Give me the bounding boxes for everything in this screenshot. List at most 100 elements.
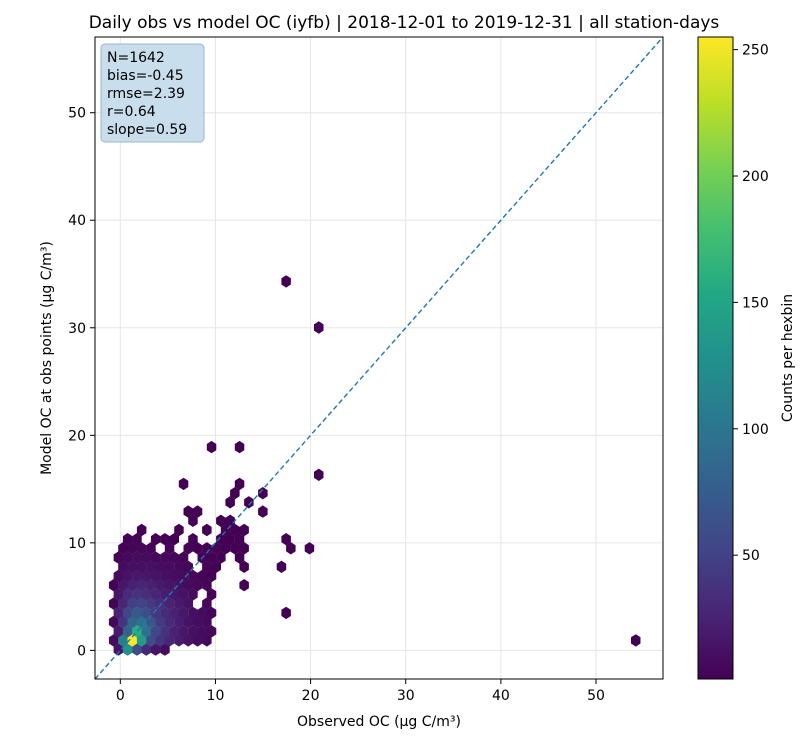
hexbin-cell bbox=[132, 551, 142, 564]
hexbin-cell bbox=[230, 487, 240, 500]
hexbin-cell bbox=[202, 579, 212, 592]
hexbin-cell bbox=[122, 551, 133, 564]
hexbin-cell bbox=[188, 606, 198, 620]
hexbin-cell bbox=[136, 597, 147, 610]
hexbin-cell bbox=[136, 615, 147, 629]
hexbin-cell bbox=[113, 569, 124, 583]
hexbin-cell bbox=[202, 560, 212, 573]
hexbin-cell bbox=[164, 634, 175, 647]
hexbin-cell bbox=[164, 542, 175, 555]
hexbin-cell bbox=[141, 569, 151, 583]
chart-title: Daily obs vs model OC (iyfb) | 2018-12-0… bbox=[89, 13, 720, 33]
hexbin-cell bbox=[183, 615, 193, 629]
y-tick-label: 30 bbox=[68, 321, 86, 337]
hexbin-cell bbox=[155, 615, 165, 629]
hexbin-cell bbox=[202, 542, 212, 555]
y-axis-label: Model OC at obs points (µg C/m³) bbox=[39, 241, 55, 475]
hexbin-cell bbox=[211, 560, 221, 573]
colorbar-tick-label: 200 bbox=[742, 169, 769, 185]
hexbin-cell bbox=[164, 579, 175, 592]
hexbin-cell bbox=[132, 533, 142, 546]
hexbin-cell bbox=[146, 597, 156, 610]
hexbin-cell bbox=[164, 597, 175, 610]
hexbin-cell bbox=[206, 588, 217, 601]
hexbin-cell bbox=[169, 606, 179, 620]
hexbin-cell bbox=[192, 615, 203, 629]
hexbin-cell bbox=[127, 634, 137, 647]
hexbin-cell bbox=[146, 560, 156, 573]
hexbin-cell bbox=[206, 440, 217, 454]
hexbin-cell bbox=[178, 588, 189, 601]
hexbin-cell bbox=[136, 560, 147, 573]
hexbin-cell bbox=[169, 625, 179, 638]
colorbar-ticks: 50 100 150 200 250 bbox=[733, 43, 769, 564]
x-tick-label: 10 bbox=[207, 688, 225, 704]
hexbin-cell bbox=[197, 625, 207, 638]
hexbin-cell bbox=[230, 523, 240, 537]
hexbin-cell bbox=[192, 542, 203, 555]
hexbin-cell bbox=[244, 496, 254, 509]
hexbin-cell bbox=[136, 523, 147, 537]
hexbin-cells bbox=[108, 275, 641, 656]
stats-box: N=1642 bias=-0.45 rmse=2.39 r=0.64 slope… bbox=[100, 43, 205, 143]
hexbin-cell bbox=[122, 625, 133, 638]
hexbin-cell bbox=[141, 551, 151, 564]
hexbin-cell bbox=[192, 579, 203, 592]
hexbin-cell bbox=[178, 551, 189, 564]
hexbin-cell bbox=[178, 569, 189, 583]
axis-ticks: 0 10 20 30 40 50 0 10 20 30 40 50 bbox=[68, 106, 605, 704]
hexbin-cell bbox=[178, 606, 189, 620]
hexbin-cell bbox=[206, 625, 217, 638]
hexbin-cell bbox=[188, 514, 198, 527]
hexbin-cell bbox=[239, 542, 249, 555]
hexbin-cell bbox=[183, 597, 193, 610]
hexbin-cell bbox=[216, 551, 226, 564]
hexbin-cell bbox=[118, 542, 128, 555]
hexbin-cell bbox=[258, 505, 268, 518]
hexbin-cell bbox=[183, 505, 193, 518]
hexbin-cell bbox=[174, 523, 184, 537]
y-tick-label: 20 bbox=[68, 428, 86, 444]
hexbin-cell bbox=[174, 597, 184, 610]
hexbin-cell bbox=[122, 643, 133, 656]
hexbin-cell bbox=[188, 569, 198, 583]
hexbin-cell bbox=[150, 551, 161, 564]
hexbin-cell bbox=[188, 625, 198, 638]
hexbin-cell bbox=[206, 606, 217, 620]
hexbin-cell bbox=[160, 533, 170, 546]
colorbar-label: Counts per hexbin bbox=[780, 294, 796, 422]
hexbin-cell bbox=[234, 440, 245, 454]
hexbin-cell bbox=[225, 533, 235, 546]
stat-rmse: rmse=2.39 bbox=[107, 86, 185, 102]
hexbin-cell bbox=[150, 533, 161, 546]
hexbin-cell bbox=[164, 615, 175, 629]
hexbin-cell bbox=[127, 542, 137, 555]
stat-bias: bias=-0.45 bbox=[107, 68, 184, 84]
hexbin-cell bbox=[132, 588, 142, 601]
hexbin-cell bbox=[113, 625, 124, 638]
hexbin-cell bbox=[155, 579, 165, 592]
hexbin-cell bbox=[188, 533, 198, 546]
hexbin-cell bbox=[113, 606, 124, 620]
hexbin-cell bbox=[113, 588, 124, 601]
hexbin-cell bbox=[108, 634, 119, 647]
stat-slope: slope=0.59 bbox=[107, 122, 187, 138]
hexbin-cell bbox=[136, 542, 147, 555]
hexbin-cell bbox=[127, 615, 137, 629]
plot-frame bbox=[94, 36, 664, 680]
hexbin-cell bbox=[314, 468, 324, 481]
one-to-one-line bbox=[94, 36, 664, 680]
hexbin-cell bbox=[631, 634, 641, 647]
hexbin-cell bbox=[239, 523, 249, 537]
hexbin-cell bbox=[118, 634, 128, 647]
hexbin-cell bbox=[281, 533, 291, 546]
hexbin-cell bbox=[127, 579, 137, 592]
stat-r: r=0.64 bbox=[107, 104, 156, 120]
hexbin-cell bbox=[183, 542, 193, 555]
hexbin-cell bbox=[160, 569, 170, 583]
hexbin-cell bbox=[202, 615, 212, 629]
hexbin-cell bbox=[122, 588, 133, 601]
hexbin-cell bbox=[127, 597, 137, 610]
hexbin-cell bbox=[164, 560, 175, 573]
x-tick-label: 0 bbox=[116, 688, 125, 704]
